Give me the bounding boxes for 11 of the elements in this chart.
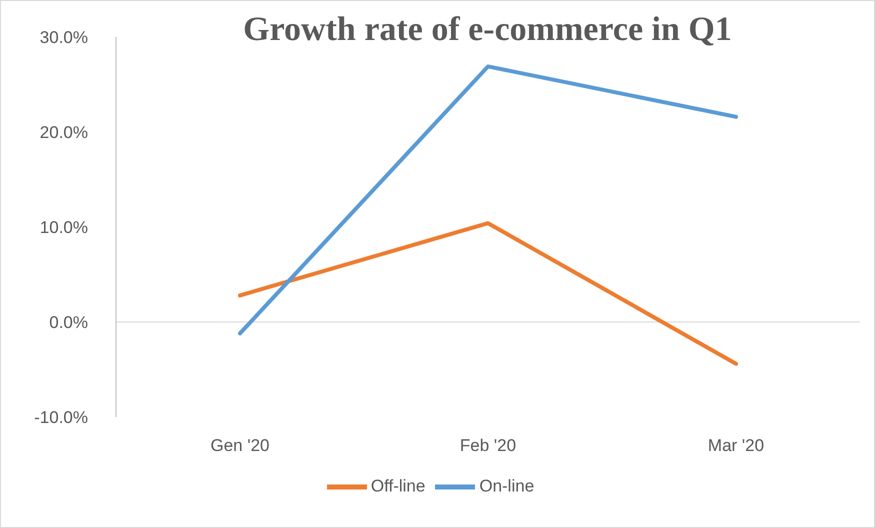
x-tick-label: Gen '20: [210, 436, 270, 456]
chart-title: Growth rate of e-commerce in Q1: [242, 11, 733, 49]
x-tick-label: Feb '20: [460, 436, 516, 456]
legend-label: Off-line: [370, 476, 426, 496]
legend-label: On-line: [479, 476, 534, 496]
y-tick-label: 20.0%: [40, 123, 88, 142]
x-tick-label: Mar '20: [708, 436, 764, 456]
y-tick-label: -10.0%: [34, 408, 88, 428]
y-tick-label: 10.0%: [40, 218, 88, 238]
y-tick-label: 30.0%: [40, 28, 88, 48]
y-tick-label: 0.0%: [49, 313, 88, 332]
